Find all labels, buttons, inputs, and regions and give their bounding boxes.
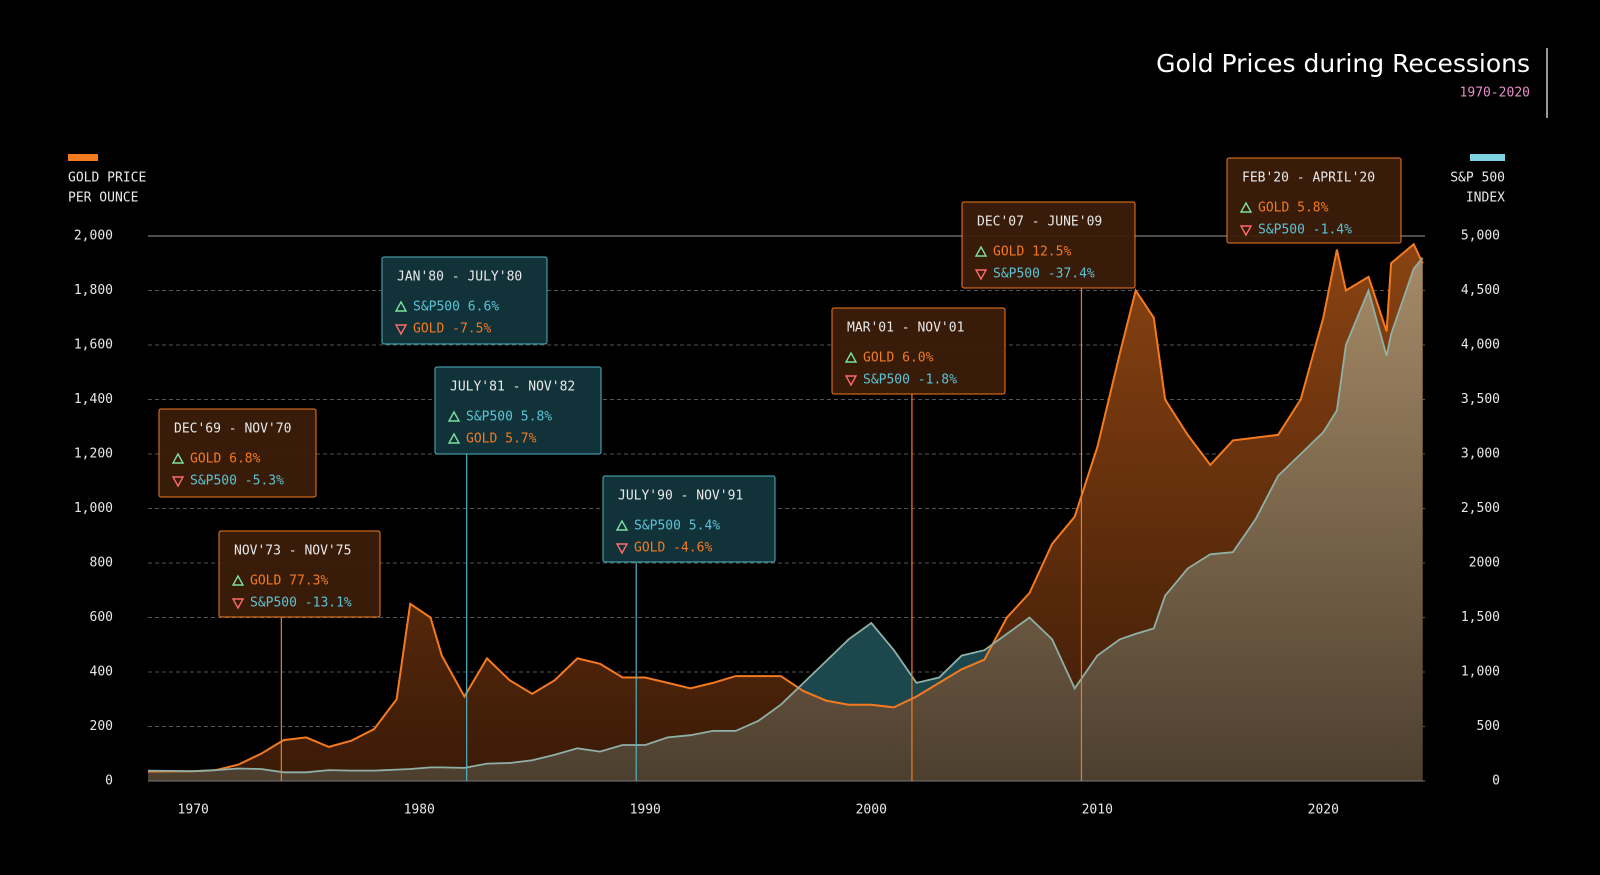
y2-tick-label: 500 [1477, 719, 1500, 734]
gold-area [148, 244, 1423, 781]
trend-icon [1239, 225, 1253, 237]
y-axis-label: GOLD PRICE [68, 171, 146, 186]
annotation-item: GOLD 12.5% [993, 245, 1071, 260]
y-tick-label: 1,800 [74, 283, 113, 298]
y2-tick-label: 5,000 [1461, 229, 1500, 244]
annotation-item: GOLD -4.6% [634, 541, 712, 556]
y-tick-label: 1,200 [74, 447, 113, 462]
trend-icon [1239, 201, 1253, 213]
annotation-box [434, 366, 602, 455]
y2-tick-label: 0 [1492, 774, 1500, 789]
y-tick-label: 2,000 [74, 229, 113, 244]
annotation-title: DEC'69 - NOV'70 [174, 422, 291, 437]
annotation-item: GOLD 6.0% [863, 351, 934, 366]
annotation-item: S&P500 6.6% [413, 300, 499, 315]
annotation-item: GOLD 77.3% [250, 574, 328, 589]
annotation-item: S&P500 -37.4% [993, 267, 1095, 282]
trend-icon [231, 574, 245, 586]
trend-icon [615, 543, 629, 555]
annotation-box [218, 530, 381, 618]
y2-tick-label: 1,500 [1461, 610, 1500, 625]
trend-icon [844, 351, 858, 363]
x-tick-label: 2020 [1308, 803, 1339, 818]
trend-icon [974, 269, 988, 281]
chart-subtitle: 1970-2020 [1460, 86, 1530, 101]
x-tick-label: 1980 [404, 803, 435, 818]
sp500-area [148, 257, 1423, 781]
trend-icon [231, 598, 245, 610]
y-tick-label: 800 [90, 556, 113, 571]
y-tick-label: 0 [105, 774, 113, 789]
annotation-title: MAR'01 - NOV'01 [847, 321, 964, 336]
annotation-item: GOLD 5.8% [1258, 201, 1329, 216]
y2-tick-label: 2000 [1469, 556, 1500, 571]
trend-icon [447, 432, 461, 444]
annotation-title: JULY'90 - NOV'91 [618, 489, 743, 504]
chart-title: Gold Prices during Recessions [1156, 49, 1530, 78]
trend-icon [394, 300, 408, 312]
annotation-box [158, 408, 317, 498]
sp500-line [147, 257, 1424, 774]
annotation-box [831, 307, 1006, 395]
y2-legend-swatch [1470, 154, 1505, 161]
annotation-item: S&P500 5.8% [466, 410, 552, 425]
y-tick-label: 1,600 [74, 338, 113, 353]
x-tick-label: 1970 [178, 803, 209, 818]
x-tick-label: 2010 [1082, 803, 1113, 818]
y-tick-label: 400 [90, 665, 113, 680]
trend-icon [171, 476, 185, 488]
y2-tick-label: 4,500 [1461, 283, 1500, 298]
x-tick-label: 1990 [630, 803, 661, 818]
y2-tick-label: 3,000 [1461, 447, 1500, 462]
trend-icon [394, 324, 408, 336]
annotation-box [381, 256, 548, 345]
y-legend-swatch [68, 154, 98, 161]
annotation-box [602, 475, 776, 563]
trend-icon [844, 375, 858, 387]
y2-tick-label: 3,500 [1461, 392, 1500, 407]
annotation-item: S&P500 -1.8% [863, 373, 957, 388]
trend-icon [615, 519, 629, 531]
y-axis-label: PER OUNCE [68, 191, 138, 206]
y-tick-label: 600 [90, 610, 113, 625]
annotation-title: JAN'80 - JULY'80 [397, 270, 522, 285]
y2-axis-label: INDEX [1466, 191, 1505, 206]
annotation-title: JULY'81 - NOV'82 [450, 380, 575, 395]
annotation-item: S&P500 -5.3% [190, 474, 284, 489]
y2-axis-label: S&P 500 [1450, 171, 1505, 186]
annotation-item: S&P500 -1.4% [1258, 223, 1352, 238]
trend-icon [171, 452, 185, 464]
y2-tick-label: 4,000 [1461, 338, 1500, 353]
annotation-item: S&P500 -13.1% [250, 596, 352, 611]
annotation-item: S&P500 5.4% [634, 519, 720, 534]
gold-line [147, 242, 1424, 773]
trend-icon [447, 410, 461, 422]
annotation-box [1226, 157, 1402, 244]
annotation-item: GOLD -7.5% [413, 322, 491, 337]
y-tick-label: 1,400 [74, 392, 113, 407]
annotation-title: NOV'73 - NOV'75 [234, 544, 351, 559]
annotation-item: GOLD 6.8% [190, 452, 261, 467]
y-tick-label: 200 [90, 719, 113, 734]
y-tick-label: 1,000 [74, 501, 113, 516]
trend-icon [974, 245, 988, 257]
annotation-title: FEB'20 - APRIL'20 [1242, 171, 1375, 186]
x-tick-label: 2000 [856, 803, 887, 818]
y2-tick-label: 1,000 [1461, 665, 1500, 680]
annotation-title: DEC'07 - JUNE'09 [977, 215, 1102, 230]
annotation-item: GOLD 5.7% [466, 432, 537, 447]
y2-tick-label: 2,500 [1461, 501, 1500, 516]
annotation-box [961, 201, 1136, 289]
